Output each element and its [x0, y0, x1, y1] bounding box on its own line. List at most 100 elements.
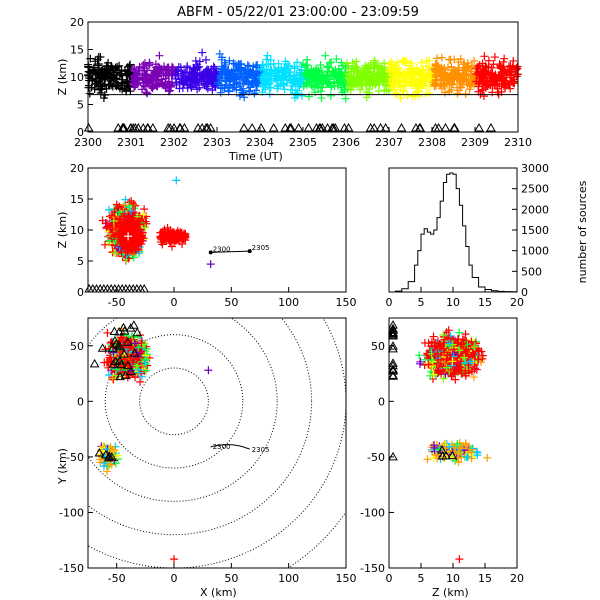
- station-marker: [138, 122, 149, 132]
- time-height-source: [432, 61, 441, 70]
- time-height-source: [423, 72, 432, 81]
- time-height-source: [115, 61, 124, 70]
- station-marker: [133, 122, 144, 132]
- time-height-source: [456, 83, 465, 92]
- station-marker: [118, 322, 129, 332]
- plan-view-xtick-label: 100: [278, 572, 299, 585]
- time-height-source: [273, 84, 282, 93]
- station-marker: [197, 122, 207, 132]
- time-height-source: [149, 81, 158, 90]
- time-height-source: [353, 63, 362, 72]
- height-histogram-frame: [388, 167, 518, 293]
- time-height-source: [467, 79, 476, 88]
- x-z-source: [129, 237, 138, 246]
- time-height-source: [262, 55, 271, 64]
- time-height-source: [408, 92, 417, 101]
- time-height-source: [436, 80, 445, 89]
- time-height-source: [441, 88, 450, 97]
- station-marker: [380, 122, 391, 132]
- plan-view-track-start-label: 2300: [213, 443, 231, 451]
- time-height-source: [97, 74, 106, 83]
- time-height-source: [451, 66, 460, 75]
- time-height-source: [218, 83, 227, 92]
- x-z-source: [120, 201, 129, 210]
- height-histogram-series: [389, 172, 518, 293]
- plan-view-source: [134, 343, 143, 352]
- station-marker: [247, 122, 257, 132]
- time-height-source: [222, 77, 231, 86]
- time-height-source: [104, 68, 113, 77]
- time-height-ytick-label: 5: [77, 99, 84, 112]
- height-histogram-ylabel: number of sources: [576, 180, 589, 283]
- time-height-source: [249, 62, 258, 71]
- time-height-source: [486, 69, 495, 78]
- height-histogram-ytick-label: 2500: [521, 183, 549, 196]
- time-height-ytick-label: 0: [77, 126, 84, 139]
- time-height-xlabel: Time (UT): [228, 150, 283, 163]
- time-height-source: [109, 73, 118, 82]
- station-marker: [256, 122, 266, 132]
- x-z-source: [126, 206, 135, 215]
- x-z-source: [124, 215, 133, 224]
- time-height-source: [102, 61, 111, 70]
- station-marker: [122, 360, 133, 370]
- z-y-source: [478, 354, 487, 363]
- time-height-source: [337, 83, 346, 92]
- time-height-source: [472, 64, 481, 73]
- time-height-source: [513, 64, 522, 73]
- time-height-source: [290, 62, 299, 71]
- time-height-source: [365, 85, 374, 94]
- time-height-source: [490, 53, 499, 62]
- time-height-ylabel: Z (km): [56, 59, 69, 96]
- time-height-source: [437, 84, 446, 93]
- z-y-source: [429, 332, 438, 341]
- station-marker: [396, 122, 407, 132]
- station-marker: [89, 358, 100, 368]
- time-height-xtick-label: 2306: [332, 136, 360, 149]
- time-height-source: [372, 61, 381, 70]
- plan-view-source: [140, 358, 149, 367]
- x-z-source: [108, 225, 117, 234]
- x-z-source: [132, 246, 141, 255]
- time-height-source: [305, 92, 314, 101]
- time-height-source: [285, 71, 294, 80]
- time-height-source: [117, 71, 126, 80]
- time-height-source: [377, 64, 386, 73]
- time-height-source: [145, 60, 154, 69]
- time-height-source: [155, 51, 164, 60]
- time-height-source: [491, 75, 500, 84]
- time-height-source: [143, 89, 152, 98]
- time-height-source: [418, 84, 427, 93]
- station-marker: [111, 338, 122, 348]
- x-z-source: [109, 216, 118, 225]
- station-marker: [126, 366, 136, 376]
- time-height-source: [92, 79, 101, 88]
- time-height-source: [321, 51, 330, 60]
- time-height-source: [155, 63, 164, 72]
- station-marker: [104, 452, 114, 462]
- time-height-xtick-label: 2300: [74, 136, 102, 149]
- station-marker: [110, 356, 121, 366]
- time-height-source: [125, 69, 134, 78]
- time-height-source: [344, 70, 353, 79]
- time-height-source: [161, 84, 170, 93]
- time-height-source: [409, 74, 418, 83]
- time-height-source: [269, 59, 278, 68]
- x-z-source: [140, 205, 149, 214]
- time-height-xtick-label: 2305: [289, 136, 317, 149]
- time-height-source: [417, 58, 426, 67]
- time-height-source: [237, 64, 246, 73]
- time-height-source: [88, 66, 97, 75]
- plan-view-source: [108, 445, 117, 454]
- station-marker: [143, 122, 153, 132]
- time-height-source: [499, 57, 508, 66]
- time-height-source: [378, 75, 387, 84]
- time-height-source: [267, 66, 276, 75]
- time-height-source: [499, 77, 508, 86]
- time-height-source: [145, 77, 154, 86]
- station-marker: [109, 326, 120, 335]
- time-height-source: [450, 55, 459, 64]
- time-height-source: [266, 83, 275, 92]
- plan-view-ytick-label: -150: [59, 562, 84, 575]
